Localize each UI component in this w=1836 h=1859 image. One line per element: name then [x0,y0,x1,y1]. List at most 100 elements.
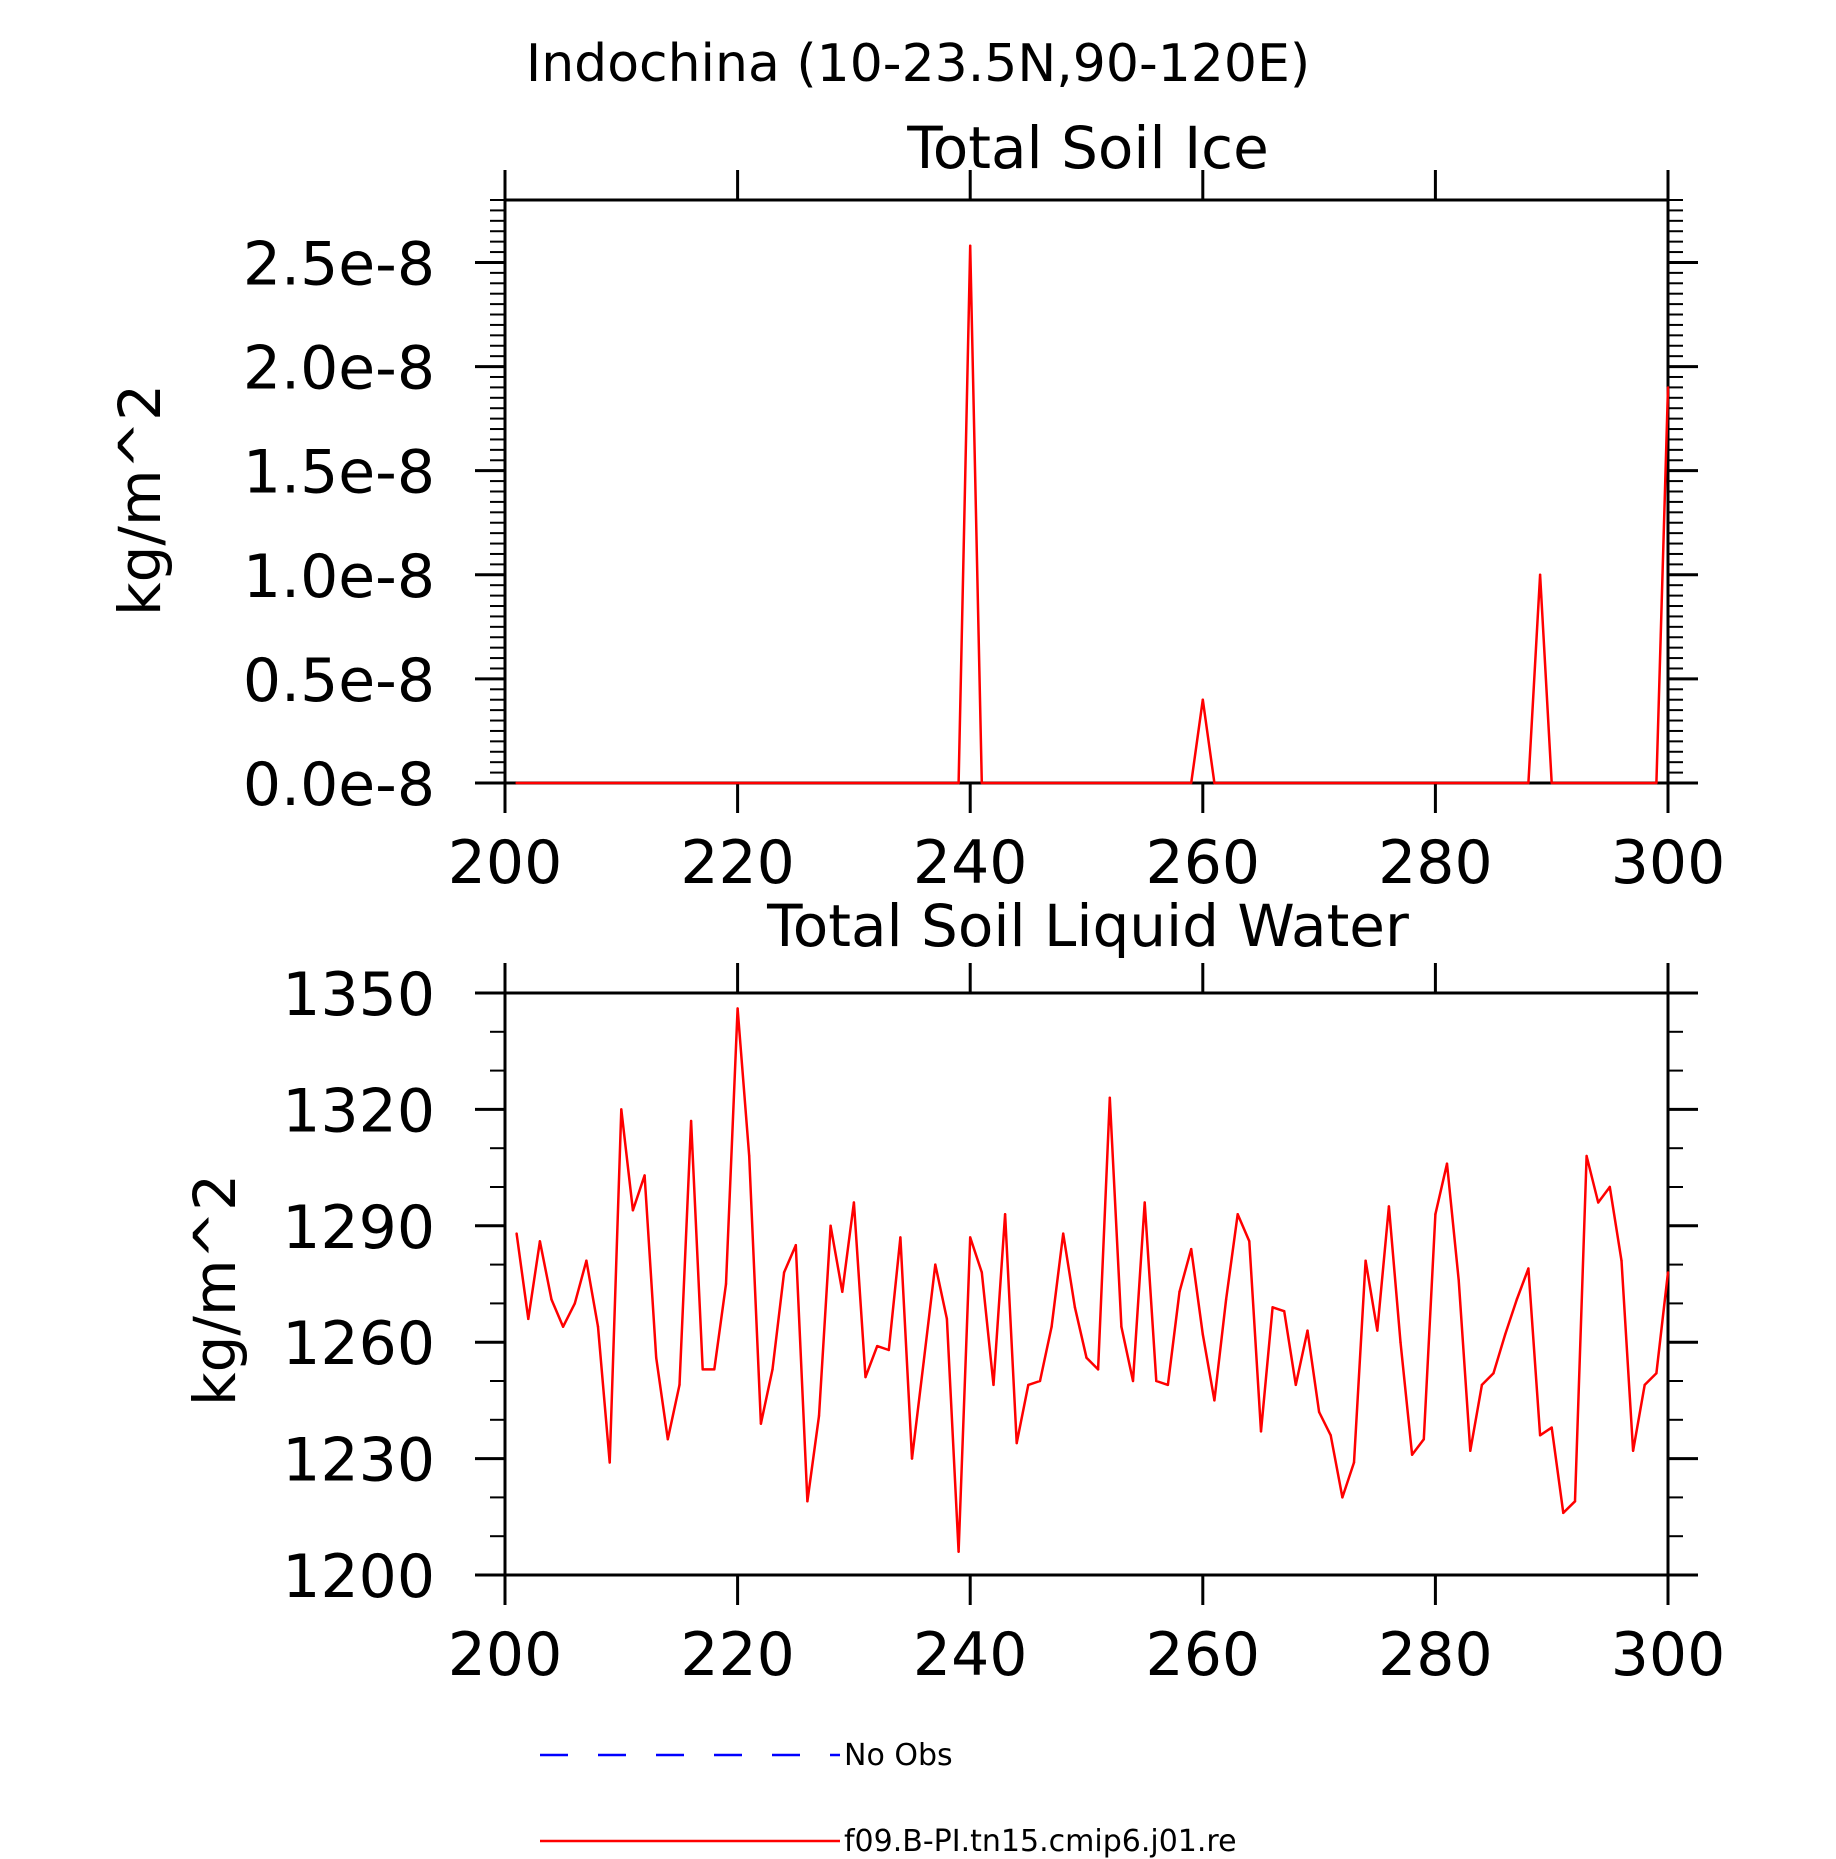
soil-liquid-water-data-point [596,1325,600,1328]
soil-liquid-water-y-tick-label: 1320 [282,1076,435,1146]
soil-ice-plot-frame [503,198,1670,785]
soil-liquid-water-data-point [910,1457,914,1460]
soil-liquid-water-data-point [864,1375,867,1379]
soil-liquid-water-data-point [1085,1356,1088,1359]
soil-liquid-water-data-point [945,1317,949,1321]
soil-liquid-water-data-point [1190,1247,1193,1251]
soil-liquid-water-data-point [957,1550,960,1553]
soil-liquid-water-data-point [1329,1434,1332,1437]
soil-liquid-water-data-point [748,1154,751,1158]
soil-liquid-water-data-point [573,1302,576,1305]
soil-ice-data-point [1527,781,1530,785]
soil-liquid-water-data-point [1213,1399,1216,1402]
soil-ice-data-point [1213,781,1216,785]
soil-liquid-water-data-point [771,1368,774,1371]
soil-liquid-water-data-point [1178,1290,1181,1294]
soil-liquid-water-panel: Total Soil Liquid Water kg/m^2 200 220 240… [181,892,1725,1690]
soil-liquid-water-data-point [1643,1383,1646,1387]
soil-liquid-water-data-point [1003,1213,1007,1216]
soil-liquid-water-data-point [643,1174,646,1177]
soil-ice-x-tick-label: 240 [913,828,1028,898]
soil-ice-marks: 200 220 240 260 280 300 0.0e-8 0.5e-8 1.0e-8 1.5e… [243,170,1725,898]
soil-liquid-water-data-point [585,1259,588,1262]
soil-liquid-water-data-point [876,1344,879,1348]
soil-liquid-water-x-tick-label: 260 [1146,1620,1261,1690]
soil-liquid-water-x-tick-label: 240 [913,1620,1028,1690]
soil-liquid-water-data-point [1422,1438,1426,1441]
soil-liquid-water-data-point [1248,1240,1251,1243]
soil-liquid-water-data-point [620,1108,623,1111]
soil-liquid-water-data-point [1108,1096,1112,1100]
soil-liquid-water-data-point [631,1209,635,1212]
soil-liquid-water-data-point [1399,1341,1402,1344]
soil-liquid-water-data-point [701,1368,704,1371]
soil-liquid-water-data-point [794,1244,797,1247]
soil-liquid-water-y-axis-label: kg/m^2 [181,1174,249,1406]
soil-liquid-water-data-point [1155,1379,1158,1383]
soil-liquid-water-data-point [1620,1259,1623,1262]
soil-ice-y-tick-label: 1.5e-8 [243,438,435,508]
soil-liquid-water-data-point [515,1232,518,1235]
soil-liquid-water-data-point [1504,1333,1507,1336]
soil-liquid-water-data-point [1562,1511,1565,1515]
soil-liquid-water-marks: 200 220 240 260 280 300 1200 1230 1260 1290 1320 13… [282,960,1725,1690]
soil-ice-data-point [957,781,960,785]
soil-liquid-water-data-point [689,1119,693,1123]
soil-liquid-water-data-point [806,1500,809,1503]
soil-liquid-water-data-point [1096,1368,1100,1371]
soil-ice-data-point [1655,781,1658,785]
soil-liquid-water-data-point [1445,1162,1449,1165]
soil-liquid-water-data-point [1515,1298,1519,1301]
soil-ice-data-point [1201,698,1205,701]
soil-ice-x-tick-label: 300 [1611,828,1726,898]
soil-liquid-water-data-point [1387,1205,1391,1208]
soil-liquid-water-data-point [678,1383,681,1387]
soil-liquid-water-data-point [1352,1461,1356,1464]
soil-liquid-water-data-point [666,1438,669,1441]
soil-ice-data-point [1538,573,1542,576]
soil-liquid-water-data-point [1376,1329,1379,1332]
soil-liquid-water-data-point [1457,1278,1460,1282]
soil-liquid-water-data-point [1201,1333,1205,1336]
soil-liquid-water-data-point [980,1271,983,1274]
soil-liquid-water-y-tick-label: 1260 [282,1309,435,1379]
soil-liquid-water-data-point [1585,1154,1588,1158]
soil-ice-x-tick-label: 260 [1146,828,1261,898]
soil-liquid-water-data-point [1131,1379,1135,1383]
soil-liquid-water-data-point [1655,1372,1658,1375]
soil-liquid-water-data-point [992,1383,995,1387]
soil-liquid-water-data-point [969,1236,972,1239]
soil-liquid-water-x-tick-label: 200 [448,1620,563,1690]
soil-liquid-water-data-point [841,1290,844,1294]
soil-liquid-water-data-point [1597,1201,1600,1204]
soil-liquid-water-data-point [1306,1329,1309,1332]
soil-ice-data-point [1666,386,1670,389]
soil-liquid-water-data-point [561,1325,565,1328]
soil-liquid-water-data-point [1434,1213,1437,1216]
soil-ice-data-point [1190,781,1193,785]
soil-liquid-water-data-point [1120,1325,1123,1328]
soil-liquid-water-data-point [1062,1232,1065,1235]
soil-liquid-water-data-point [550,1298,553,1301]
soil-liquid-water-data-point [887,1348,890,1352]
soil-liquid-water-data-point [1666,1271,1670,1274]
soil-ice-x-tick-label: 220 [680,828,795,898]
soil-liquid-water-data-point [527,1317,530,1321]
soil-ice-panel: Total Soil Ice kg/m^2 200 220 240 260 280 300… [106,114,1725,898]
soil-liquid-water-data-point [608,1461,611,1464]
soil-liquid-water-y-tick-label: 1200 [282,1542,435,1612]
soil-liquid-water-data-point [1143,1201,1146,1204]
soil-ice-x-tick-label: 280 [1378,828,1493,898]
soil-liquid-water-data-point [1492,1372,1495,1375]
soil-liquid-water-data-point [1550,1426,1553,1429]
soil-ice-y-tick-label: 2.0e-8 [243,334,435,404]
legend: No Obs f09.B-PI.tn15.cmip6.j01.re [540,1738,1237,1859]
soil-liquid-water-data-point [713,1368,716,1371]
soil-liquid-water-data-point [1073,1306,1077,1309]
soil-liquid-water-data-point [1317,1410,1321,1414]
soil-liquid-water-data-point [1027,1383,1030,1387]
soil-liquid-water-data-point [1283,1310,1286,1313]
soil-liquid-water-data-point [655,1356,658,1359]
soil-liquid-water-data-point [1038,1379,1042,1383]
soil-ice-title: Total Soil Ice [906,114,1269,182]
